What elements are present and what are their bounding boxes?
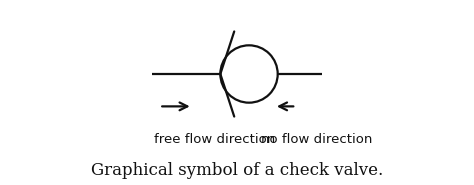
Text: Graphical symbol of a check valve.: Graphical symbol of a check valve. xyxy=(91,162,383,179)
Text: free flow direction: free flow direction xyxy=(154,133,275,146)
Text: no flow direction: no flow direction xyxy=(261,133,373,146)
